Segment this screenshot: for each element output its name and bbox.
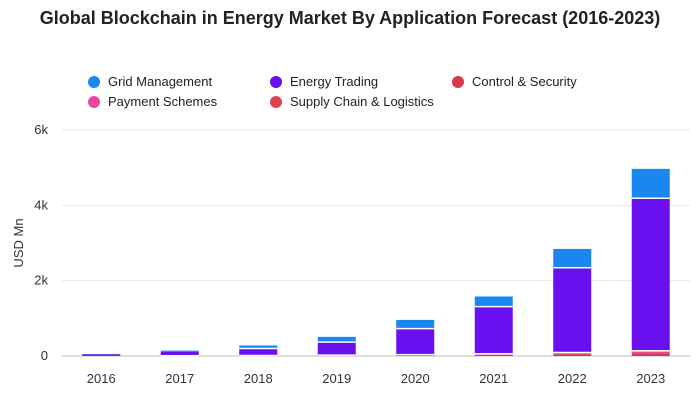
y-axis-title: USD Mn: [11, 218, 26, 267]
x-tick-label: 2016: [87, 371, 116, 386]
legend-item-energy-trading[interactable]: Energy Trading: [270, 74, 452, 89]
legend: Grid Management Energy Trading Control & S…: [88, 74, 648, 109]
bar-energy-trading-2017: [160, 351, 199, 356]
x-tick-label: 2018: [244, 371, 273, 386]
bar-grid-management-2023: [631, 168, 670, 199]
legend-swatch-energy-trading: [270, 75, 282, 88]
legend-swatch-grid-management: [88, 75, 100, 88]
y-tick-label: 6k: [34, 122, 48, 137]
x-tick-label: 2021: [479, 371, 508, 386]
legend-label-payment-schemes: Payment Schemes: [108, 94, 218, 109]
bar-energy-trading-2021: [474, 306, 513, 354]
bar-energy-trading-2016: [82, 354, 121, 356]
bar-control-and-security-2022: [553, 354, 592, 356]
legend-swatch-payment-schemes: [88, 95, 100, 108]
x-tick-label: 2019: [322, 371, 351, 386]
bar-grid-management-2022: [553, 248, 592, 268]
legend-swatch-control-and-security: [452, 75, 464, 88]
bar-payment-schemes-2023: [631, 351, 670, 354]
x-tick-label: 2020: [401, 371, 430, 386]
bar-grid-management-2021: [474, 296, 513, 307]
bar-energy-trading-2023: [631, 198, 670, 351]
chart-title: Global Blockchain in Energy Market By Ap…: [39, 8, 661, 28]
legend-label-energy-trading: Energy Trading: [290, 74, 379, 89]
bar-control-and-security-2020: [396, 355, 435, 356]
x-tick-label: 2023: [636, 371, 665, 386]
legend-swatch-supply-chain-and-logistics: [270, 95, 282, 108]
y-tick-label: 4k: [34, 197, 48, 212]
bar-control-and-security-2021: [474, 354, 513, 356]
bar-grid-management-2019: [317, 336, 356, 343]
bar-energy-trading-2020: [396, 328, 435, 355]
legend-item-payment-schemes[interactable]: Payment Schemes: [88, 94, 270, 109]
bar-grid-management-2020: [396, 319, 435, 329]
bar-control-and-security-2023: [631, 353, 670, 356]
legend-label-grid-management: Grid Management: [108, 74, 213, 89]
bar-energy-trading-2022: [553, 267, 592, 353]
bar-energy-trading-2019: [317, 342, 356, 356]
bar-payment-schemes-2021: [474, 354, 513, 355]
x-tick-label: 2017: [165, 371, 194, 386]
legend-label-supply-chain-and-logistics: Supply Chain & Logistics: [290, 94, 434, 109]
bar-energy-trading-2018: [239, 348, 278, 356]
legend-item-control-and-security[interactable]: Control & Security: [452, 74, 634, 89]
legend-item-grid-management[interactable]: Grid Management: [88, 74, 270, 89]
bar-payment-schemes-2022: [553, 353, 592, 355]
legend-label-control-and-security: Control & Security: [472, 74, 577, 89]
y-tick-label: 0: [41, 348, 48, 363]
y-tick-label: 2k: [34, 273, 48, 288]
bar-grid-management-2018: [239, 345, 278, 349]
bar-grid-management-2017: [160, 350, 199, 352]
legend-item-supply-chain-and-logistics[interactable]: Supply Chain & Logistics: [270, 94, 452, 109]
x-tick-label: 2022: [558, 371, 587, 386]
